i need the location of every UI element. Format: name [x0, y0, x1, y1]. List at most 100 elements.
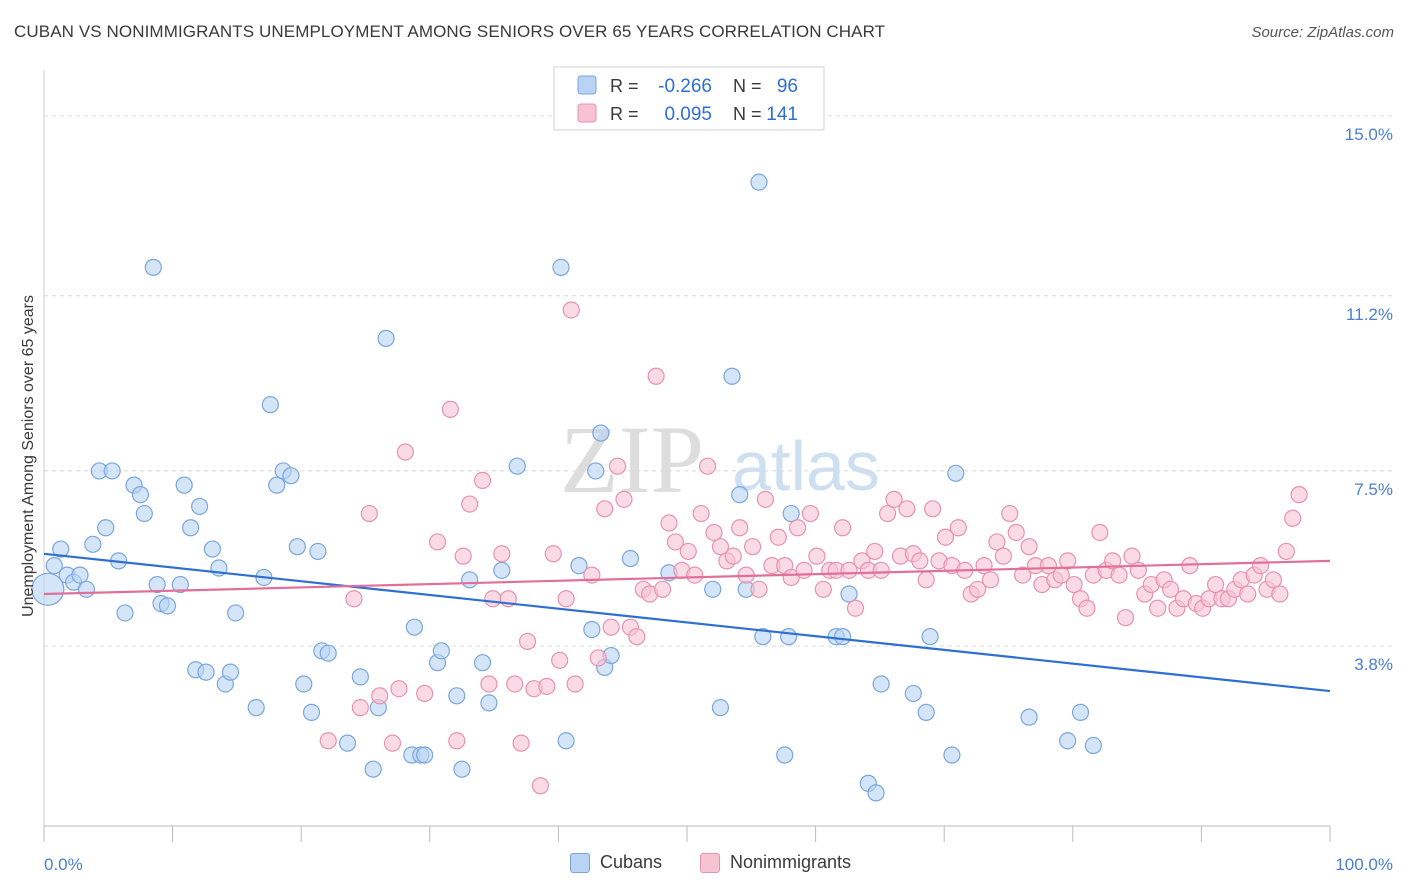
nonimmigrants-point-64 [801, 504, 820, 523]
y-tick-label-1: 7.5% [1354, 480, 1393, 499]
cubans-point-51 [416, 746, 434, 764]
nonimmigrants-point-95 [1001, 504, 1019, 523]
nonimmigrants-point-63 [795, 561, 813, 579]
cubans-point-90 [943, 746, 961, 764]
nonimmigrants-point-20 [512, 734, 530, 752]
cubans-point-62 [557, 732, 575, 750]
cubans-point-88 [917, 703, 935, 721]
nonimmigrants-point-32 [596, 500, 614, 518]
x-tick-label-min: 0.0% [44, 855, 83, 874]
cubans-point-74 [731, 486, 749, 504]
nonimmigrants-point-25 [544, 545, 562, 563]
cubans-point-36 [282, 467, 300, 485]
nonimmigrants-point-98 [1020, 538, 1038, 556]
nonimmigrants-point-48 [698, 457, 717, 475]
cubans-point-30 [227, 604, 245, 622]
nonimmigrants-point-27 [557, 590, 575, 608]
nonimmigrants-point-47 [692, 504, 710, 523]
nonimmigrants-trend-line [43, 559, 1331, 596]
nonimmigrants-point-49 [705, 523, 723, 542]
nonimmigrants-point-94 [994, 547, 1012, 565]
watermark-zip: ZIP [560, 406, 704, 513]
cubans-point-57 [473, 654, 492, 672]
y-tick-labels: 3.8% 7.5% 11.2% 15.0% [1345, 125, 1393, 674]
cubans-point-34 [268, 476, 286, 494]
cubans-point-54 [448, 687, 466, 705]
cubans-point-0 [31, 572, 65, 606]
cubans-point-56 [461, 571, 479, 589]
nonimmigrants-point-33 [602, 618, 620, 636]
nonimmigrants-point-85 [936, 528, 955, 546]
y-axis-label: Unemployment Among Seniors over 65 years [20, 295, 37, 617]
bottom-legend: Cubans Nonimmigrants [0, 852, 1406, 878]
cubans-point-26 [203, 540, 222, 558]
nonimmigrants-point-71 [846, 599, 865, 617]
nonimmigrants-point-69 [834, 519, 852, 537]
cubans-point-85 [867, 784, 885, 802]
cubans-point-15 [135, 504, 153, 523]
nonimmigrants-point-50 [711, 538, 730, 556]
nonimmigrants-point-61 [782, 568, 800, 587]
cubans-point-25 [197, 663, 215, 681]
bottom-legend-swatch-cubans [570, 852, 590, 873]
legend-n-label-nonimmigrants: N = [733, 104, 762, 124]
cubans-point-17 [148, 575, 166, 594]
nonimmigrants-point-139 [1284, 509, 1302, 527]
cubans-point-9 [97, 519, 115, 537]
nonimmigrants-point-52 [724, 547, 742, 565]
nonimmigrants-point-62 [788, 519, 807, 537]
nonimmigrants-point-111 [1104, 552, 1122, 570]
nonimmigrants-point-120 [1161, 580, 1180, 598]
cubans-trend-line [43, 552, 1331, 693]
legend-r-value-nonimmigrants: 0.095 [664, 104, 712, 125]
nonimmigrants-point-93 [988, 533, 1006, 551]
nonimmigrants-point-82 [917, 571, 935, 589]
cubans-point-37 [288, 538, 306, 556]
nonimmigrants-point-6 [390, 680, 408, 698]
cubans-point-93 [1059, 732, 1077, 750]
nonimmigrants-point-132 [1239, 585, 1257, 603]
nonimmigrants-point-1 [345, 590, 363, 608]
cubans-point-49 [405, 618, 423, 636]
trend-lines [43, 552, 1331, 693]
cubans-point-77 [754, 628, 772, 646]
nonimmigrants-point-90 [969, 580, 987, 598]
nonimmigrants-point-21 [518, 632, 537, 650]
nonimmigrants-point-105 [1065, 575, 1083, 594]
nonimmigrants-point-114 [1123, 547, 1141, 565]
cubans-point-40 [309, 542, 327, 561]
cubans-point-63 [570, 557, 588, 575]
cubans-point-61 [552, 258, 570, 276]
cubans-point-12 [116, 604, 134, 622]
nonimmigrants-point-19 [506, 675, 524, 693]
nonimmigrants-point-41 [653, 580, 672, 598]
nonimmigrants-point-59 [769, 528, 787, 546]
nonimmigrants-point-40 [647, 367, 665, 385]
legend-r-value-cubans: -0.266 [658, 76, 712, 97]
cubans-point-95 [1084, 736, 1102, 755]
cubans-point-45 [364, 760, 382, 778]
nonimmigrants-point-118 [1149, 599, 1167, 617]
chart-source: Source: ZipAtlas.com [1251, 24, 1394, 41]
nonimmigrants-point-0 [319, 732, 337, 750]
chart-title: CUBAN VS NONIMMIGRANTS UNEMPLOYMENT AMON… [14, 22, 886, 41]
cubans-point-69 [621, 549, 640, 568]
cubans-point-21 [175, 476, 193, 494]
cubans-point-39 [302, 703, 321, 721]
nonimmigrants-point-56 [750, 580, 768, 598]
nonimmigrants-point-29 [566, 675, 584, 693]
nonimmigrants-point-24 [538, 677, 556, 695]
cubans-point-38 [295, 675, 313, 693]
cubans-point-65 [587, 462, 605, 480]
bottom-legend-nonimmigrants: Nonimmigrants [700, 852, 851, 873]
cubans-point-76 [750, 173, 768, 191]
cubans-point-72 [711, 699, 730, 717]
nonimmigrants-point-77 [885, 490, 903, 508]
y-tick-label-3: 15.0% [1345, 125, 1393, 144]
nonimmigrants-points [319, 301, 1308, 795]
cubans-point-19 [158, 597, 177, 615]
bottom-legend-label-nonimmigrants: Nonimmigrants [730, 852, 852, 872]
nonimmigrants-point-31 [589, 649, 607, 667]
legend-swatch-nonimmigrants [577, 103, 597, 123]
cubans-point-5 [71, 566, 89, 584]
